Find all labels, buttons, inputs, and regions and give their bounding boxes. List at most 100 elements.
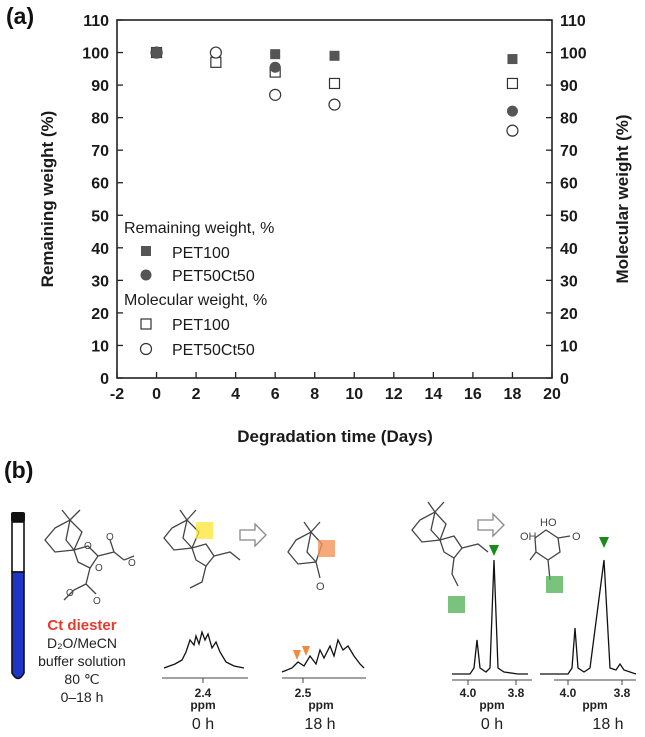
y2-tick-label: 100 xyxy=(560,46,587,63)
y2-tick-label: 50 xyxy=(560,208,578,225)
right-molecule-0h xyxy=(411,501,489,587)
data-point-filled-circle xyxy=(506,105,518,117)
legend: Remaining weight, % PET100 PET50Ct50 Mol… xyxy=(124,220,274,359)
x-tick-label: 4 xyxy=(231,386,240,403)
x-axis-title: Degradation time (Days) xyxy=(237,427,433,446)
x-tick-label: 14 xyxy=(424,386,442,403)
nmr-tick-label: 2.5 xyxy=(295,686,312,700)
nmr-tick-label: 2.4 xyxy=(195,686,212,700)
y2-tick-label: 110 xyxy=(560,13,586,30)
x-tick-label: 6 xyxy=(271,386,280,403)
nmr-tick-label: 4.0 xyxy=(460,686,477,700)
y-tick-label: 100 xyxy=(82,46,109,63)
y-tick-label: 30 xyxy=(91,273,109,290)
y-tick-label: 60 xyxy=(91,176,109,193)
duration-label: 0–18 h xyxy=(61,689,104,705)
y2-tick-label: 40 xyxy=(560,241,578,258)
y-tick-label: 110 xyxy=(83,13,109,30)
x-tick-label: 18 xyxy=(504,386,522,403)
nmr-spectrum-right-0h: 4.0 3.8 ppm 0 h xyxy=(452,545,532,733)
x-tick-label: 0 xyxy=(152,386,161,403)
peak-marker-green xyxy=(599,537,609,548)
legend-marker-filled-circle xyxy=(140,269,152,281)
nmr-tick-label: 3.8 xyxy=(614,686,631,700)
atom-o: O xyxy=(572,531,581,543)
y2-tick-label: 30 xyxy=(560,273,578,290)
data-point-open-square xyxy=(506,77,519,90)
x-tick-label: 12 xyxy=(385,386,403,403)
data-point-filled-circle xyxy=(151,47,163,59)
data-point-open-square xyxy=(328,77,341,90)
y-tick-label: 50 xyxy=(91,208,109,225)
data-point-open-circle xyxy=(328,98,341,111)
nmr-time-label: 0 h xyxy=(192,716,214,732)
x-tick-label: 20 xyxy=(543,386,561,403)
atom-o: O xyxy=(93,596,101,607)
legend-marker-filled-square xyxy=(141,246,151,256)
data-point-open-circle xyxy=(269,88,282,101)
right-molecule-18h-labels: HO OH O xyxy=(520,517,581,543)
ct-diester-molecule xyxy=(44,509,135,601)
legend-label-pet50ct50-molecular: PET50Ct50 xyxy=(172,342,255,359)
y-axis-title: Remaining weight (%) xyxy=(38,111,57,288)
solvent-label: D₂O/MeCN xyxy=(47,635,117,651)
y-tick-label: 40 xyxy=(91,241,109,258)
y-tick-label: 70 xyxy=(91,143,109,160)
data-point-filled-square xyxy=(507,54,518,65)
nmr-spectrum-right-18h: 4.0 3.8 ppm 18 h xyxy=(540,537,637,733)
y-tick-label: 20 xyxy=(91,306,109,323)
panel-a-label: (a) xyxy=(6,3,34,29)
data-marks xyxy=(150,46,519,137)
atom-o: O xyxy=(106,532,114,543)
atom-o: O xyxy=(95,563,103,574)
y2-tick-label: 10 xyxy=(560,338,578,355)
y2-tick-label: 20 xyxy=(560,306,578,323)
y2-axis-title: Molecular weight (%) xyxy=(613,114,632,283)
ct-diester-atom-labels: O O O O O O xyxy=(66,532,136,607)
peak-marker-green xyxy=(489,545,499,556)
legend-label-pet100-molecular: PET100 xyxy=(172,317,230,334)
nmr-time-label: 18 h xyxy=(304,716,335,732)
peak-marker-orange xyxy=(293,650,301,660)
nmr-tube-illustration xyxy=(11,512,25,680)
y2-tick-label: 0 xyxy=(560,371,569,388)
legend-heading-remaining: Remaining weight, % xyxy=(124,220,274,237)
x-tick-label: 16 xyxy=(464,386,482,403)
plot-frame xyxy=(116,19,553,379)
highlight-green xyxy=(546,576,563,593)
y-tick-label: 10 xyxy=(91,338,109,355)
x-tick-label: 10 xyxy=(345,386,363,403)
y-tick-label: 80 xyxy=(91,111,109,128)
atom-o: O xyxy=(128,558,136,569)
nmr-tick-label: 4.0 xyxy=(560,686,577,700)
legend-label-pet50ct50-remaining: PET50Ct50 xyxy=(172,268,255,285)
nmr-spectrum-left-18h: 2.5 ppm 18 h xyxy=(281,638,366,733)
highlight-yellow xyxy=(196,522,213,539)
data-point-filled-circle xyxy=(269,61,281,73)
atom-ho: HO xyxy=(540,517,557,529)
y2-tick-label: 60 xyxy=(560,176,578,193)
nmr-axis-unit: ppm xyxy=(479,698,504,712)
legend-label-pet100-remaining: PET100 xyxy=(172,245,230,262)
nmr-axis-unit: ppm xyxy=(582,698,607,712)
atom-o: O xyxy=(84,541,92,552)
left-molecule-0h xyxy=(163,509,241,589)
y2-tick-label: 70 xyxy=(560,143,578,160)
arrow-icon xyxy=(477,512,505,538)
temperature-label: 80 ℃ xyxy=(64,671,99,687)
y2-tick-label: 90 xyxy=(560,78,578,95)
peak-marker-orange xyxy=(302,646,310,656)
nmr-tick-label: 3.8 xyxy=(508,686,525,700)
arrow-icon xyxy=(239,522,267,548)
y-tick-label: 0 xyxy=(100,371,109,388)
atom-o: O xyxy=(66,588,74,599)
legend-marker-open-square xyxy=(140,318,152,330)
compound-name: Ct diester xyxy=(47,617,116,634)
x-tick-label: 2 xyxy=(192,386,201,403)
x-tick-label: -2 xyxy=(110,386,124,403)
left-molecule-18h xyxy=(287,521,323,579)
highlight-orange xyxy=(318,540,335,557)
x-tick-label: 8 xyxy=(310,386,319,403)
